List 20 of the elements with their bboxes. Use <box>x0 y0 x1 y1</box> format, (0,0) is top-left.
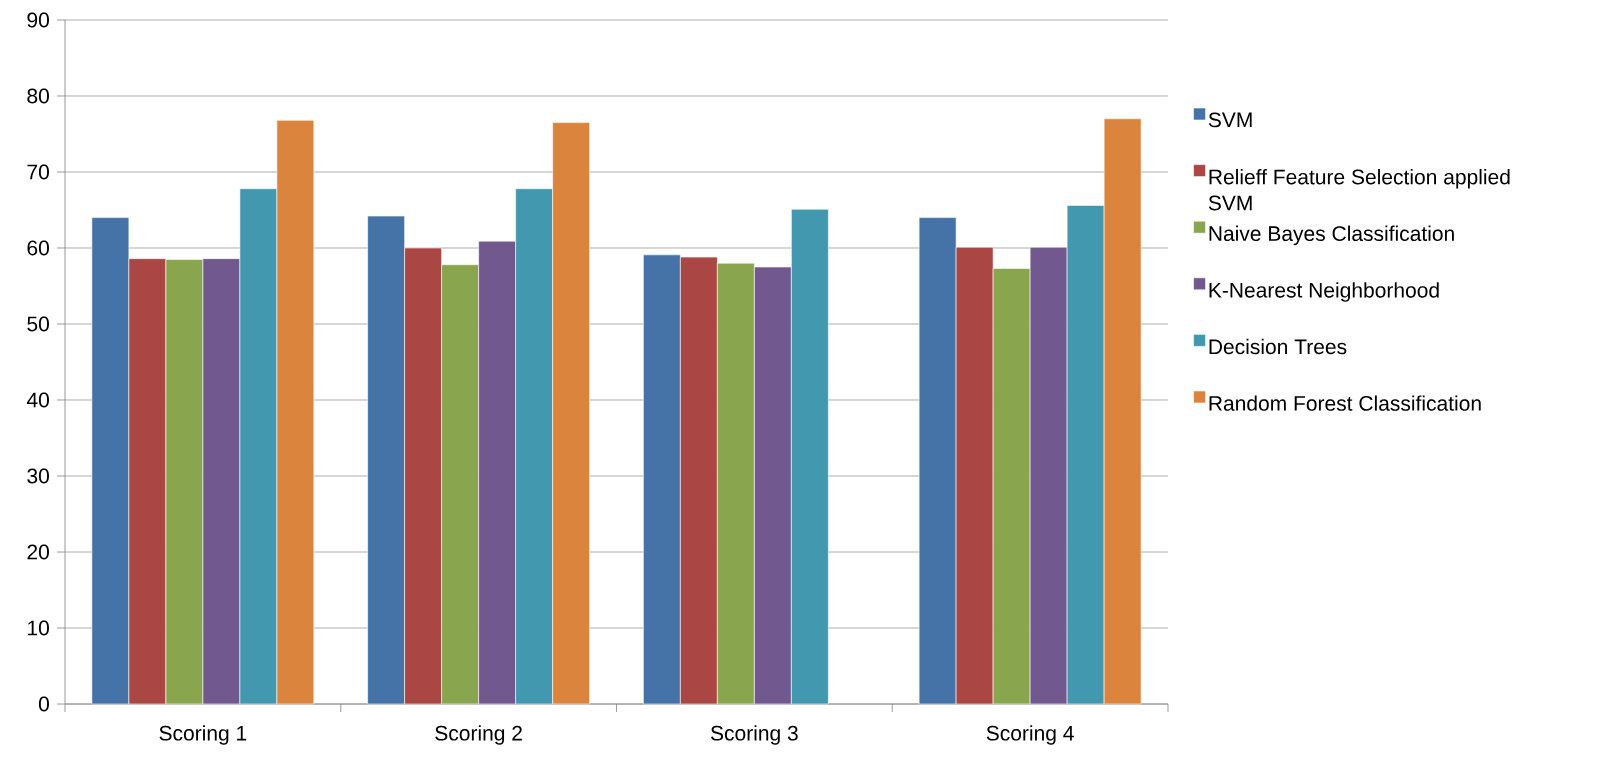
y-tick-label: 0 <box>38 696 49 712</box>
y-tick-label: 70 <box>27 164 49 180</box>
legend-label: SVM <box>1208 112 1252 128</box>
legend-label: Random Forest Classification <box>1209 395 1481 411</box>
y-tick-label: 60 <box>27 240 49 256</box>
y-tick-label: 50 <box>27 316 49 332</box>
legend-label: Decision Trees <box>1209 338 1347 355</box>
y-tick-label: 90 <box>27 12 49 28</box>
legend-label: Naive Bayes Classification <box>1209 225 1454 246</box>
y-tick-label: 30 <box>27 468 49 484</box>
x-tick-label: Scoring 4 <box>986 725 1074 745</box>
x-tick-label: Scoring 3 <box>710 725 798 745</box>
y-tick-label: 40 <box>26 392 49 408</box>
legend-label: Relieff Feature Selection applied SVM <box>1208 169 1510 211</box>
legend-label: K-Nearest Neighborhood <box>1209 282 1439 302</box>
x-tick-label: Scoring 2 <box>435 725 522 745</box>
y-tick-label: 20 <box>27 544 49 560</box>
x-tick-label: Scoring 1 <box>159 725 247 745</box>
y-tick-label: 80 <box>27 88 49 104</box>
y-tick-label: 10 <box>28 620 49 636</box>
